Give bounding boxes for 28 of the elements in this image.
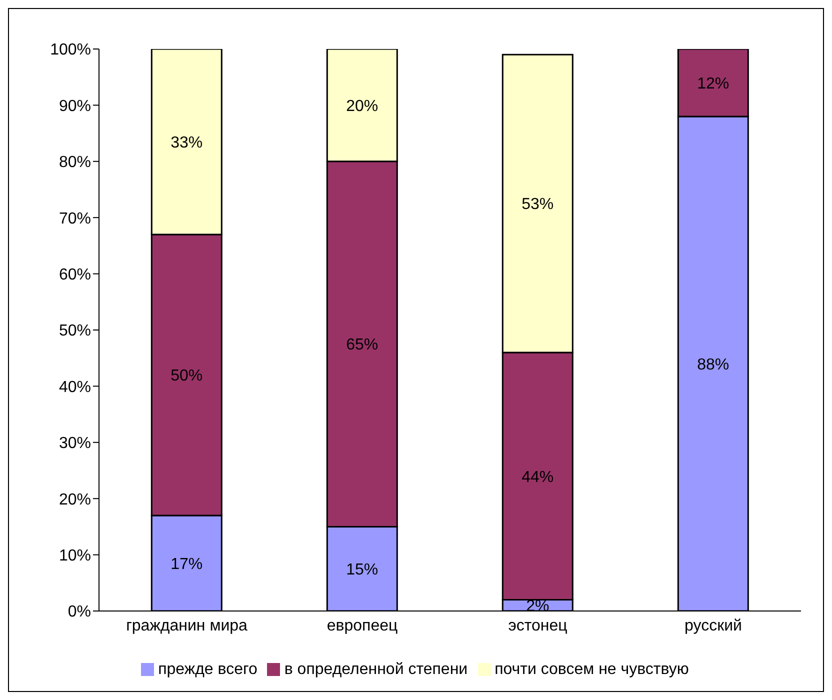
y-tick-label: 80% — [58, 154, 91, 172]
data-label: 15% — [346, 562, 378, 579]
y-tick-label: 20% — [58, 491, 91, 508]
data-label: 65% — [346, 336, 378, 354]
data-label: 53% — [522, 196, 554, 214]
y-tick-label: 60% — [58, 266, 91, 284]
y-tick-label: 100% — [50, 42, 91, 59]
x-tick-label: европеец — [326, 617, 398, 634]
data-label: 17% — [170, 556, 203, 573]
data-label: 20% — [346, 98, 378, 115]
y-tick-label: 30% — [58, 435, 91, 452]
y-tick-label: 0% — [68, 604, 91, 621]
y-tick-label: 70% — [58, 210, 91, 228]
data-label: 50% — [170, 368, 203, 385]
data-label: 88% — [697, 356, 730, 374]
x-tick-label: гражданин мира — [126, 617, 248, 634]
legend-label: прежде всего — [158, 661, 258, 678]
x-tick-label: эстонец — [508, 617, 568, 634]
data-label: 44% — [522, 468, 554, 486]
y-tick-label: 40% — [58, 378, 91, 396]
data-label: 33% — [170, 134, 203, 152]
x-tick-label: русский — [684, 617, 742, 634]
data-label: 12% — [697, 75, 730, 92]
y-tick-label: 10% — [58, 547, 91, 564]
y-tick-label: 90% — [58, 98, 91, 115]
y-tick-label: 50% — [58, 322, 91, 340]
legend-label: в определенной степени — [284, 661, 468, 678]
legend-label: почти совсем не чувствую — [494, 661, 689, 678]
